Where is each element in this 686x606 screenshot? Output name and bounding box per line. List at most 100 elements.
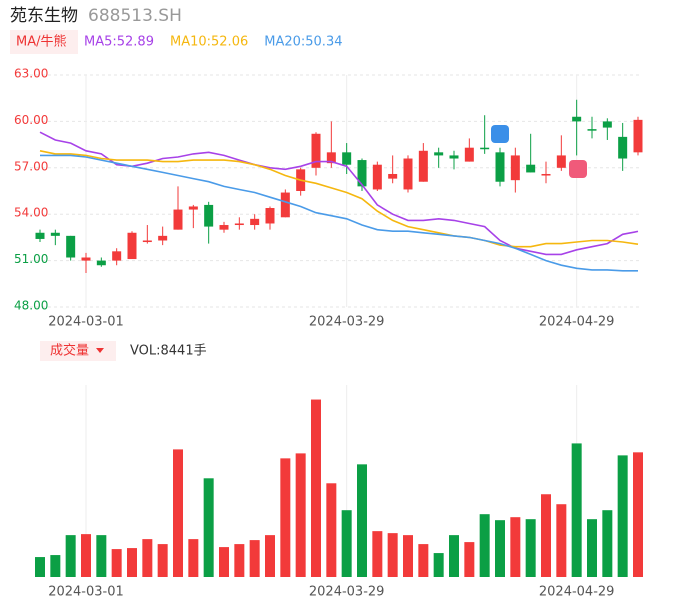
volume-bar xyxy=(357,464,367,577)
y-tick-label: 51.00 xyxy=(14,252,48,266)
candle-body xyxy=(572,116,582,122)
candle-body xyxy=(250,218,260,226)
x-tick-label: 2024-03-29 xyxy=(309,315,385,330)
volume-bar xyxy=(541,494,551,577)
candle-body xyxy=(158,235,168,241)
candle-body xyxy=(265,208,275,224)
candle-body xyxy=(372,164,382,190)
x-tick-label: 2024-03-01 xyxy=(48,315,124,330)
y-tick-label: 60.00 xyxy=(14,113,48,127)
volume-bar xyxy=(495,520,505,577)
stock-name: 苑东生物 xyxy=(10,6,78,26)
legend-entry: MA10:52.06 xyxy=(170,35,248,50)
volume-bar xyxy=(433,553,444,577)
volume-bar xyxy=(234,544,245,577)
candle-body xyxy=(311,133,321,168)
candle-body xyxy=(434,152,444,156)
volume-bar xyxy=(295,453,306,577)
volume-bar xyxy=(479,514,490,577)
y-tick-label: 57.00 xyxy=(14,159,48,173)
candle-body xyxy=(112,251,122,261)
volume-bar xyxy=(265,535,275,577)
candle-body xyxy=(556,155,566,168)
candle-body xyxy=(219,225,229,230)
volume-bar xyxy=(510,517,521,577)
ma-line xyxy=(39,131,639,256)
candle-body xyxy=(81,257,91,261)
x-tick-label: 2024-04-29 xyxy=(539,585,615,600)
candle-body xyxy=(618,136,628,159)
volume-bar xyxy=(602,510,613,577)
ma-button-bg[interactable] xyxy=(10,30,78,54)
candle-body xyxy=(480,147,490,150)
candle-body xyxy=(173,209,183,230)
signal-badge[interactable] xyxy=(491,125,509,143)
x-tick-label: 2024-03-29 xyxy=(309,585,385,600)
volume-bar xyxy=(50,555,61,577)
x-tick-label: 2024-03-01 xyxy=(48,585,124,600)
candle-body xyxy=(541,173,551,176)
candle-body xyxy=(142,240,152,243)
volume-bar xyxy=(249,540,260,577)
candle-body xyxy=(66,235,76,258)
y-tick-label: 48.00 xyxy=(14,299,48,313)
candle-body xyxy=(526,164,536,173)
volume-bar xyxy=(35,557,45,577)
volume-bar xyxy=(81,534,91,577)
volume-bar xyxy=(403,535,413,577)
volume-bar xyxy=(525,519,536,577)
candle-body xyxy=(35,232,45,239)
candle-body xyxy=(234,223,244,226)
y-tick-label: 63.00 xyxy=(14,67,48,81)
vol-button[interactable]: 成交量 xyxy=(50,343,89,359)
candle-body xyxy=(357,160,367,187)
volume-bar xyxy=(341,510,352,577)
candle-body xyxy=(342,152,352,165)
volume-bar xyxy=(111,549,122,577)
volume-bar xyxy=(387,533,398,577)
volume-bar xyxy=(219,547,229,577)
volume-bar xyxy=(96,535,107,577)
candle-body xyxy=(449,155,459,159)
vol-label: VOL:8441手 xyxy=(130,344,207,359)
volume-bar xyxy=(633,452,643,577)
candle-body xyxy=(50,232,60,236)
volume-bar xyxy=(326,483,337,577)
volume-bar xyxy=(556,504,567,577)
volume-bar xyxy=(372,531,383,577)
volume-bar xyxy=(311,399,321,577)
vol-button-bg[interactable] xyxy=(40,341,116,361)
volume-bar xyxy=(203,478,214,577)
ma-button[interactable]: MA/牛熊 xyxy=(16,34,67,50)
dropdown-arrow[interactable] xyxy=(96,348,104,353)
candle-body xyxy=(418,150,428,182)
volume-bar xyxy=(571,443,582,577)
candle-body xyxy=(96,260,106,266)
candle-body xyxy=(127,232,137,260)
candle-body xyxy=(188,206,198,210)
candle-body xyxy=(464,147,474,162)
volume-bar xyxy=(142,539,153,577)
candle-body xyxy=(204,204,214,227)
candle-body xyxy=(280,192,290,218)
candle-body xyxy=(510,155,520,181)
volume-bar xyxy=(617,455,628,577)
y-tick-label: 54.00 xyxy=(14,206,48,220)
volume-bar xyxy=(280,458,291,577)
candle-body xyxy=(403,158,413,190)
legend-entry: MA5:52.89 xyxy=(84,35,154,50)
volume-bar xyxy=(188,539,199,577)
candle-body xyxy=(495,152,505,182)
ma-line xyxy=(39,150,639,248)
volume-bar xyxy=(464,542,475,577)
legend-entry: MA20:50.34 xyxy=(264,35,342,50)
candle-body xyxy=(326,152,336,164)
x-tick-label: 2024-04-29 xyxy=(539,315,615,330)
candle-body xyxy=(587,129,597,131)
volume-bar xyxy=(127,548,137,577)
candle-body xyxy=(388,173,398,179)
volume-bar xyxy=(173,449,183,577)
stock-code: 688513.SH xyxy=(88,6,182,26)
signal-badge[interactable] xyxy=(569,160,587,178)
